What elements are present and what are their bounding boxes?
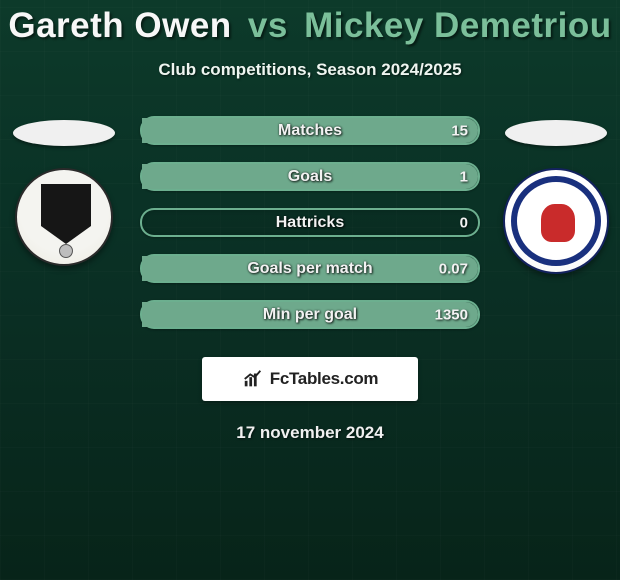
right-side	[498, 116, 614, 274]
date-label: 17 november 2024	[0, 423, 620, 443]
stat-value-right: 0.07	[439, 260, 468, 277]
stat-bar: Hattricks 0	[140, 208, 480, 237]
chart-icon	[242, 368, 264, 390]
port-vale-crest	[15, 168, 113, 266]
stat-label: Min per goal	[263, 306, 357, 324]
vs-separator: vs	[248, 6, 288, 45]
crewe-alexandra-crest	[503, 168, 609, 274]
stat-value-right: 1350	[435, 306, 468, 323]
subtitle: Club competitions, Season 2024/2025	[0, 60, 620, 80]
stat-value-right: 15	[451, 122, 468, 139]
stats-bars: Matches 15 Goals 1 Hattricks 0 Goals per match…	[140, 116, 480, 329]
stat-label: Goals per match	[247, 260, 372, 278]
stat-label: Goals	[288, 168, 332, 186]
stat-bar: Goals 1	[140, 162, 480, 191]
stat-label: Hattricks	[276, 214, 344, 232]
branding-text: FcTables.com	[270, 369, 379, 389]
player2-name: Mickey Demetriou	[304, 6, 612, 45]
branding-badge: FcTables.com	[202, 357, 418, 401]
comparison-area: Matches 15 Goals 1 Hattricks 0 Goals per match…	[0, 116, 620, 329]
stat-bar: Goals per match 0.07	[140, 254, 480, 283]
page-title: Gareth Owen vs Mickey Demetriou	[0, 0, 620, 46]
stat-label: Matches	[278, 122, 342, 140]
stat-bar: Min per goal 1350	[140, 300, 480, 329]
stat-value-right: 0	[460, 214, 468, 231]
left-side	[6, 116, 122, 266]
flag-blob-left	[13, 120, 115, 146]
flag-blob-right	[505, 120, 607, 146]
player1-name: Gareth Owen	[8, 6, 231, 45]
stat-value-right: 1	[460, 168, 468, 185]
stat-bar: Matches 15	[140, 116, 480, 145]
